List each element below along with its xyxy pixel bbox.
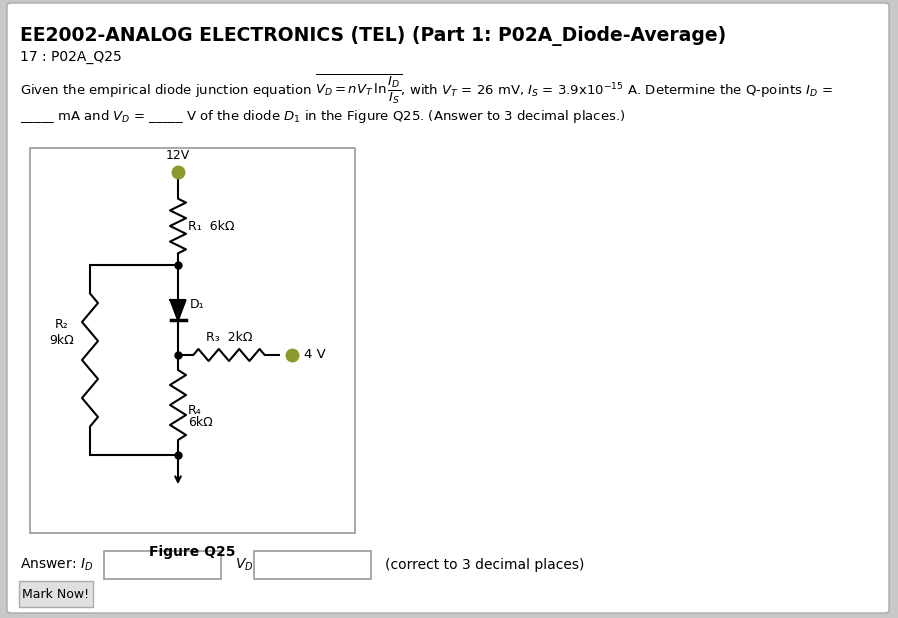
- Text: 6kΩ: 6kΩ: [188, 417, 213, 430]
- FancyBboxPatch shape: [7, 3, 889, 613]
- Text: R₃  2kΩ: R₃ 2kΩ: [206, 331, 252, 344]
- Text: 12V: 12V: [166, 149, 190, 162]
- Text: R₄: R₄: [188, 404, 202, 417]
- Text: D₁: D₁: [190, 298, 205, 311]
- Text: Answer: $I_D$: Answer: $I_D$: [20, 557, 93, 574]
- FancyBboxPatch shape: [104, 551, 221, 579]
- Text: R₁  6kΩ: R₁ 6kΩ: [188, 219, 234, 232]
- FancyBboxPatch shape: [254, 551, 371, 579]
- Text: Given the empirical diode junction equation $\overline{V_D = nV_T\,\ln\dfrac{I_D: Given the empirical diode junction equat…: [20, 72, 832, 104]
- Text: $V_D$: $V_D$: [235, 557, 253, 574]
- Text: 9kΩ: 9kΩ: [49, 334, 75, 347]
- Text: Figure Q25: Figure Q25: [149, 545, 236, 559]
- Bar: [30, 148, 355, 533]
- Polygon shape: [171, 300, 186, 320]
- Text: EE2002-ANALOG ELECTRONICS (TEL) (Part 1: P02A_Diode-Average): EE2002-ANALOG ELECTRONICS (TEL) (Part 1:…: [20, 26, 726, 46]
- Text: R₂: R₂: [55, 318, 69, 331]
- Text: Mark Now!: Mark Now!: [22, 588, 90, 601]
- Text: (correct to 3 decimal places): (correct to 3 decimal places): [385, 558, 585, 572]
- Text: _____ mA and $V_D$ = _____ V of the diode $D_1$ in the Figure Q25. (Answer to 3 : _____ mA and $V_D$ = _____ V of the diod…: [20, 108, 626, 125]
- Text: 17 : P02A_Q25: 17 : P02A_Q25: [20, 50, 122, 64]
- FancyBboxPatch shape: [19, 581, 93, 607]
- Text: 4 V: 4 V: [304, 349, 326, 362]
